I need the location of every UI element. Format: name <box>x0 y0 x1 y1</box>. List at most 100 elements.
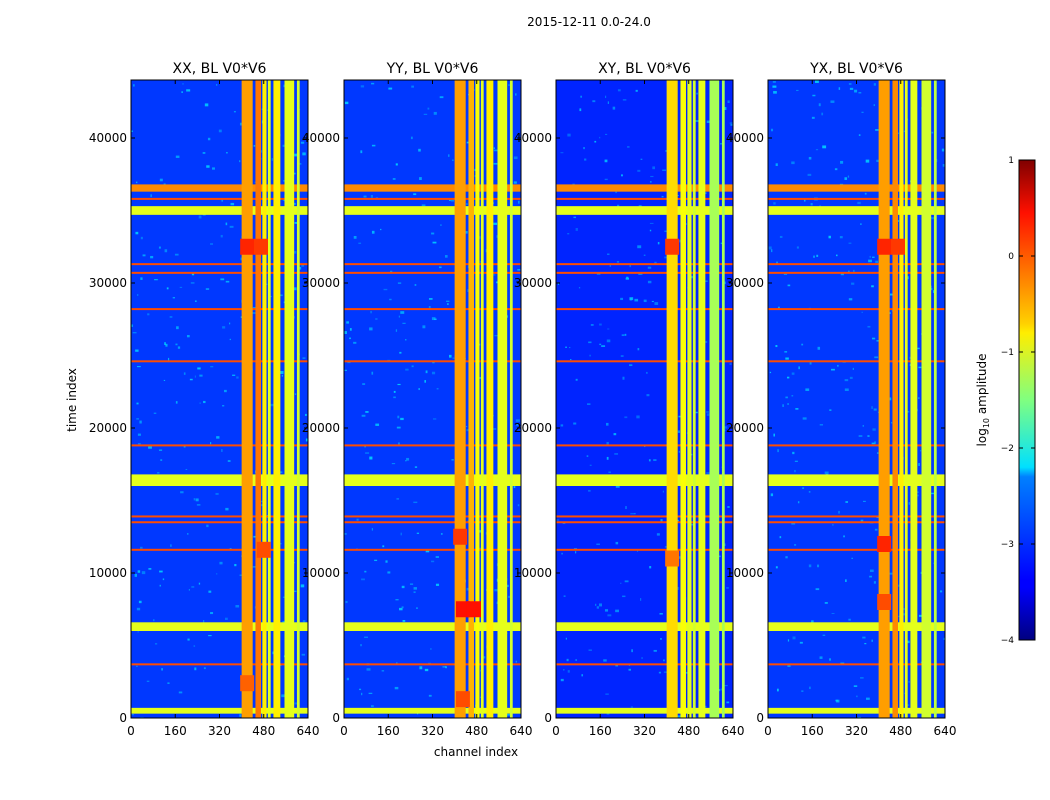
noise-speck <box>930 492 935 495</box>
noise-speck <box>178 691 183 694</box>
rfi-channel-band <box>486 80 494 718</box>
noise-speck <box>172 297 176 299</box>
panel-title: YX, BL V0*V6 <box>809 61 903 77</box>
noise-speck <box>872 428 876 431</box>
noise-speck <box>363 195 367 198</box>
noise-speck <box>851 557 853 559</box>
noise-speck <box>447 303 449 305</box>
noise-speck <box>801 343 804 346</box>
noise-speck <box>660 638 662 640</box>
noise-speck <box>147 313 150 316</box>
noise-speck <box>380 228 382 231</box>
noise-speck <box>464 231 468 234</box>
noise-speck <box>615 609 619 613</box>
noise-speck <box>647 280 652 284</box>
noise-speck <box>216 83 218 86</box>
y-tick-label: 0 <box>756 711 764 725</box>
flag-line <box>556 663 733 666</box>
y-tick-label: 40000 <box>302 131 340 145</box>
noise-speck <box>160 459 163 461</box>
noise-speck <box>413 591 416 593</box>
noise-speck <box>637 169 641 172</box>
noise-speck <box>398 315 401 318</box>
noise-speck <box>196 504 201 506</box>
noise-speck <box>695 411 698 414</box>
rfi-time-band <box>344 184 521 192</box>
colorbar-tick-label: 1 <box>1008 156 1014 166</box>
noise-speck <box>942 164 945 167</box>
noise-speck <box>194 375 196 378</box>
noise-speck <box>395 599 399 601</box>
flag-line <box>344 360 521 363</box>
rfi-channel-band <box>721 80 725 718</box>
noise-speck <box>664 256 667 259</box>
noise-speck <box>723 107 727 110</box>
noise-speck <box>787 639 790 642</box>
noise-speck <box>401 606 404 609</box>
noise-speck <box>131 130 133 132</box>
noise-speck <box>770 128 774 132</box>
noise-speck <box>396 426 401 429</box>
noise-speck <box>425 550 430 553</box>
noise-speck <box>397 383 401 386</box>
noise-speck <box>617 204 620 208</box>
noise-speck <box>706 413 710 416</box>
noise-speck <box>868 259 872 263</box>
noise-speck <box>787 284 791 287</box>
noise-speck <box>361 578 365 581</box>
heatmap-panel: YY, BL V0*V6 0 160 320 480 640 0 10000 20000 3000… <box>302 61 533 738</box>
rfi-channel-band <box>509 80 513 718</box>
noise-speck <box>207 137 211 141</box>
noise-speck <box>590 324 594 326</box>
noise-speck <box>862 424 864 427</box>
noise-speck <box>210 442 212 445</box>
noise-speck <box>169 316 173 318</box>
noise-speck <box>493 147 495 149</box>
noise-speck <box>805 388 810 391</box>
high-amplitude-spot <box>877 594 892 610</box>
noise-speck <box>136 366 141 368</box>
noise-speck <box>375 318 378 320</box>
noise-speck <box>626 276 629 279</box>
noise-speck <box>625 506 627 510</box>
noise-speck <box>221 449 223 452</box>
noise-speck <box>588 489 591 492</box>
noise-speck <box>653 459 657 461</box>
noise-speck <box>583 147 585 150</box>
noise-speck <box>435 556 439 558</box>
high-amplitude-spot <box>665 238 680 255</box>
y-tick-label: 20000 <box>726 421 764 435</box>
noise-speck <box>573 216 577 219</box>
noise-speck <box>857 716 861 718</box>
noise-speck <box>907 411 910 413</box>
noise-speck <box>888 397 892 401</box>
noise-speck <box>566 658 569 662</box>
noise-speck <box>604 178 608 181</box>
y-tick-label: 0 <box>119 711 127 725</box>
noise-speck <box>361 414 366 417</box>
noise-speck <box>159 178 163 182</box>
noise-speck <box>723 281 726 285</box>
y-axis-label: time index <box>65 368 79 432</box>
noise-speck <box>365 452 370 454</box>
noise-speck <box>449 354 452 358</box>
noise-speck <box>279 371 284 374</box>
y-tick-label: 30000 <box>89 276 127 290</box>
noise-speck <box>493 162 498 165</box>
noise-speck <box>369 456 373 460</box>
noise-speck <box>565 637 567 640</box>
noise-speck <box>293 250 297 254</box>
noise-speck <box>637 273 641 275</box>
noise-speck <box>768 246 772 250</box>
flag-line <box>131 444 308 447</box>
rfi-channel-band <box>255 80 261 718</box>
noise-speck <box>300 584 305 588</box>
noise-speck <box>391 463 396 465</box>
noise-speck <box>856 695 858 698</box>
noise-speck <box>775 345 778 348</box>
noise-speck <box>181 91 183 93</box>
noise-speck <box>452 159 454 161</box>
noise-speck <box>704 280 708 282</box>
noise-speck <box>395 163 398 166</box>
noise-speck <box>424 380 426 383</box>
